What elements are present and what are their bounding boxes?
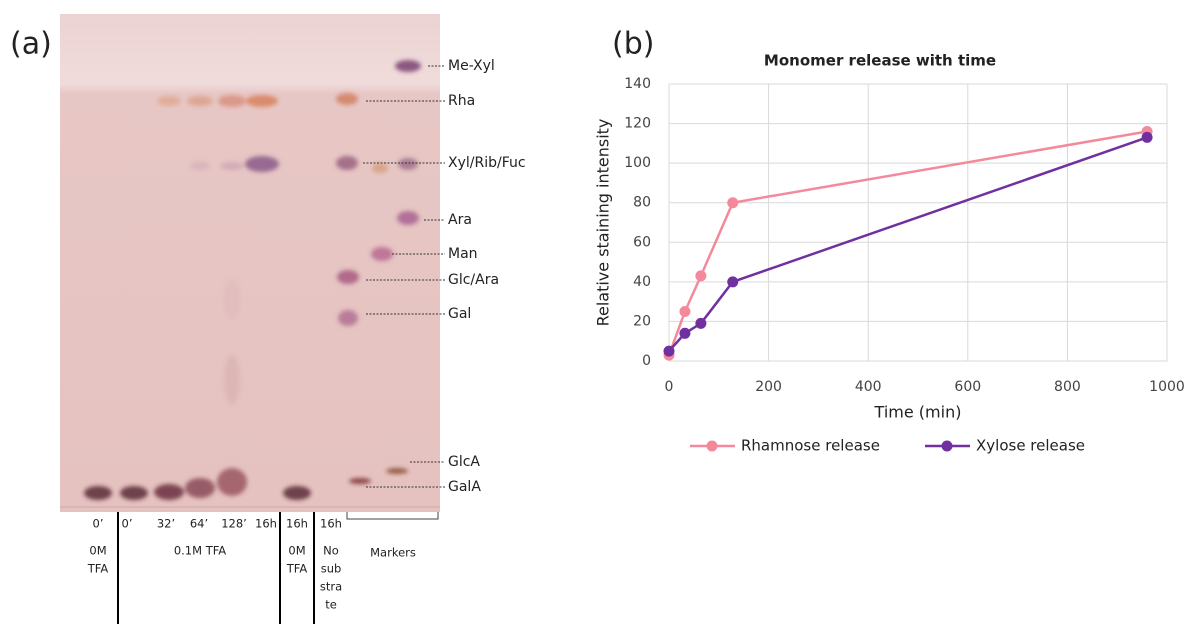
y-tick-label: 60: [633, 234, 651, 250]
spot: [371, 247, 393, 261]
group-label: 0.1M TFA: [174, 544, 226, 558]
spot: [349, 478, 371, 484]
band-label: Glc/Ara: [448, 272, 499, 288]
lane-label: 16h: [320, 517, 342, 531]
group-label: 0M: [89, 544, 106, 558]
x-tick-label: 800: [1054, 379, 1081, 395]
spot: [398, 158, 418, 170]
spot: [395, 60, 421, 72]
y-tick-label: 100: [624, 155, 651, 171]
band-label: Me-Xyl: [448, 58, 495, 74]
band-label: Man: [448, 246, 478, 262]
group-label: sub: [321, 562, 342, 576]
panel-label: (b): [612, 27, 654, 62]
spot: [120, 486, 148, 500]
markers-label: Markers: [370, 546, 416, 560]
x-tick-label: 200: [755, 379, 782, 395]
legend-label: Rhamnose release: [741, 437, 880, 455]
y-tick-label: 20: [633, 313, 651, 329]
y-tick-label: 140: [624, 76, 651, 92]
spot: [218, 95, 246, 107]
lane-label: 64’: [190, 517, 208, 531]
bracket: [346, 512, 439, 520]
point: [727, 197, 739, 209]
y-tick-label: 80: [633, 195, 651, 211]
band-label: Xyl/Rib/Fuc: [448, 155, 526, 171]
lane-label: 0’: [122, 517, 133, 531]
spot: [224, 355, 240, 405]
lane-label: 128’: [221, 517, 247, 531]
legend-marker: [706, 440, 718, 452]
spot: [336, 93, 358, 105]
lane-label: 32’: [157, 517, 175, 531]
band-label: Rha: [448, 93, 475, 109]
y-tick-label: 0: [642, 353, 651, 369]
panel-label: (a): [10, 27, 52, 62]
spot: [220, 162, 244, 170]
lane-label: 0’: [93, 517, 104, 531]
x-tick-label: 0: [665, 379, 674, 395]
series-line: [668, 136, 1148, 352]
spot: [338, 310, 358, 326]
point: [727, 276, 739, 288]
spot: [217, 468, 247, 496]
spot: [224, 280, 240, 320]
band-label: GalA: [448, 479, 481, 495]
spot: [245, 156, 279, 172]
spot: [337, 270, 359, 284]
lane-label: 16h: [286, 517, 308, 531]
band-label: GlcA: [448, 454, 480, 470]
tlc-plate: [60, 14, 440, 512]
spot: [336, 156, 358, 170]
spot: [157, 96, 181, 106]
y-tick-label: 120: [624, 116, 651, 132]
spot: [386, 468, 408, 474]
spots: [84, 60, 421, 500]
point: [679, 327, 691, 339]
point: [695, 270, 707, 282]
band-label: Ara: [448, 212, 472, 228]
y-tick-label: 40: [633, 274, 651, 290]
legend-label: Xylose release: [976, 437, 1085, 455]
lane-label: 16h: [255, 517, 277, 531]
point: [1141, 131, 1153, 143]
group-label: TFA: [286, 562, 308, 576]
spot: [283, 486, 311, 500]
group-label: TFA: [87, 562, 109, 576]
legend-marker: [941, 440, 953, 452]
point: [695, 317, 707, 329]
spot: [84, 486, 112, 500]
group-label: No: [323, 544, 339, 558]
panel-a: (a) Me-Xyl Rha Xyl/Rib/Fuc Ara Man Glc/Ara Gal G…: [10, 27, 526, 624]
group-label: stra: [320, 580, 342, 594]
x-tick-label: 1000: [1149, 379, 1185, 395]
x-tick-label: 600: [954, 379, 981, 395]
group-label: 0M: [288, 544, 305, 558]
band-label: Gal: [448, 306, 471, 322]
spot: [190, 162, 210, 170]
group-label: te: [325, 598, 337, 612]
point: [679, 306, 691, 318]
x-tick-label: 400: [855, 379, 882, 395]
spot: [372, 163, 388, 173]
spot: [397, 211, 419, 225]
chart-title: Monomer release with time: [764, 52, 996, 70]
spot: [187, 96, 213, 106]
y-axis-label: Relative staining intensity: [594, 119, 613, 327]
spot: [185, 478, 215, 498]
spot: [246, 95, 278, 107]
x-axis-label: Time (min): [874, 403, 962, 422]
point: [663, 345, 675, 357]
panel-b: (b) Monomer release with time 0 20 40 60 80 100…: [594, 27, 1185, 455]
spot: [154, 484, 184, 500]
